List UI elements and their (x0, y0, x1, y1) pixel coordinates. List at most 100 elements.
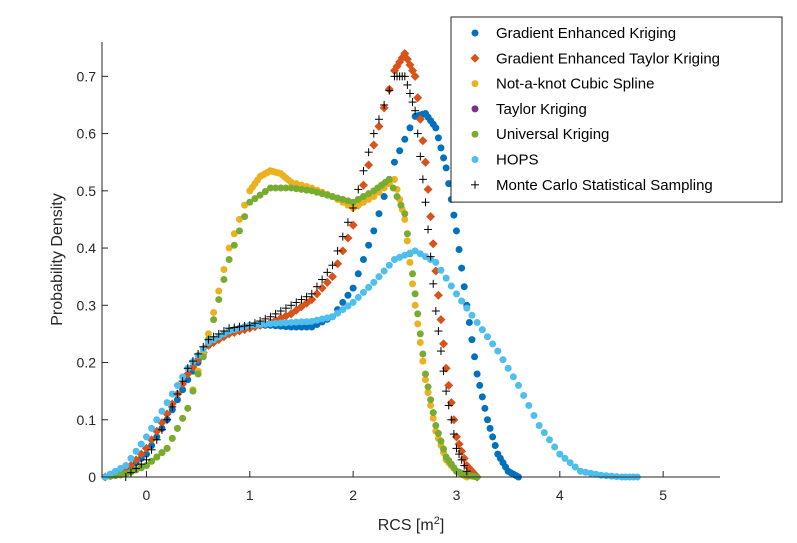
legend-label: Gradient Enhanced Taylor Kriging (496, 50, 720, 67)
data-point (365, 190, 373, 198)
data-point (478, 326, 486, 334)
data-point (220, 266, 228, 274)
data-point (455, 245, 463, 253)
data-point (137, 440, 145, 448)
legend-label: Universal Kriging (496, 126, 609, 143)
data-point (494, 347, 502, 355)
data-point (370, 193, 378, 201)
data-point (230, 230, 238, 238)
data-point (393, 193, 401, 201)
data-point (111, 467, 119, 475)
data-point (440, 445, 448, 453)
data-point (380, 100, 389, 109)
data-point (137, 460, 146, 469)
data-point (235, 227, 243, 235)
data-point (214, 329, 223, 338)
data-point (411, 106, 420, 115)
data-point (437, 266, 445, 274)
data-point (307, 295, 317, 305)
data-point (436, 347, 445, 356)
data-point (409, 270, 417, 278)
data-point (266, 320, 274, 328)
data-point (163, 444, 171, 452)
data-point (561, 454, 569, 462)
data-point (256, 317, 265, 326)
data-point (432, 421, 440, 429)
data-point (230, 323, 239, 332)
data-point (424, 383, 432, 391)
data-point (437, 144, 445, 152)
data-point (153, 453, 161, 461)
data-point (251, 195, 259, 203)
data-point (405, 89, 414, 98)
data-point (328, 261, 337, 270)
legend-marker (470, 53, 480, 63)
data-point (344, 302, 352, 310)
data-point (491, 442, 499, 450)
data-point (358, 180, 368, 190)
data-point (385, 261, 393, 269)
data-point (486, 424, 494, 432)
data-point (158, 407, 166, 415)
data-point (420, 157, 430, 167)
y-tick-label: 0.2 (77, 355, 97, 371)
data-point (215, 287, 223, 295)
data-point (220, 276, 228, 284)
x-tick-label: 1 (246, 487, 254, 503)
data-point (168, 390, 176, 398)
data-point (545, 436, 553, 444)
data-point (439, 339, 449, 349)
data-point (157, 425, 166, 434)
data-point (434, 134, 442, 142)
y-axis-title: Probability Density (49, 193, 66, 326)
data-point (429, 409, 437, 417)
legend-label: Monte Carlo Statistical Sampling (496, 177, 713, 194)
data-point (210, 316, 218, 324)
data-point (421, 253, 429, 261)
data-point (266, 312, 275, 321)
x-axis-title-superscript: 2 (434, 515, 440, 527)
data-point (359, 256, 367, 263)
data-point (432, 258, 440, 266)
data-point (339, 298, 347, 306)
data-point (365, 283, 373, 291)
y-tick-label: 0.1 (77, 412, 97, 428)
data-point (287, 318, 295, 326)
x-tick-label: 0 (143, 487, 151, 503)
y-tick-label: 0 (88, 469, 96, 485)
data-point (571, 463, 579, 471)
data-point (397, 201, 405, 209)
data-point (413, 129, 422, 138)
data-point (359, 198, 367, 206)
data-point (468, 336, 476, 344)
data-point (434, 327, 443, 336)
data-point (241, 213, 249, 221)
data-point (411, 301, 419, 309)
data-point (210, 308, 218, 316)
series-6 (121, 72, 471, 481)
data-point (468, 311, 476, 319)
data-point (442, 164, 450, 172)
data-point (431, 307, 440, 316)
data-point (106, 470, 114, 478)
x-tick-label: 2 (349, 487, 357, 503)
legend-label: Gradient Enhanced Kriging (496, 25, 676, 42)
data-point (256, 191, 264, 199)
legend-marker (471, 130, 479, 138)
legend-marker (471, 80, 479, 88)
legend-item: HOPS (471, 152, 539, 169)
y-tick-label: 0.3 (77, 297, 97, 313)
data-point (354, 270, 362, 278)
data-point (401, 135, 409, 143)
data-point (199, 342, 208, 351)
data-point (333, 246, 342, 255)
data-point (241, 201, 249, 209)
data-point (246, 198, 254, 206)
data-point (380, 193, 388, 201)
data-point (147, 445, 156, 454)
data-point (338, 246, 348, 256)
data-point (354, 185, 363, 194)
plot-area (100, 48, 641, 482)
data-point (312, 289, 322, 299)
